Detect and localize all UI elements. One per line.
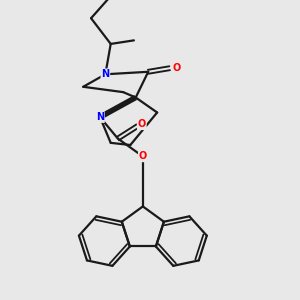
Text: N: N: [101, 69, 110, 79]
Text: O: O: [138, 119, 146, 129]
Text: O: O: [173, 63, 181, 73]
Text: O: O: [139, 152, 147, 161]
Text: N: N: [96, 112, 104, 122]
